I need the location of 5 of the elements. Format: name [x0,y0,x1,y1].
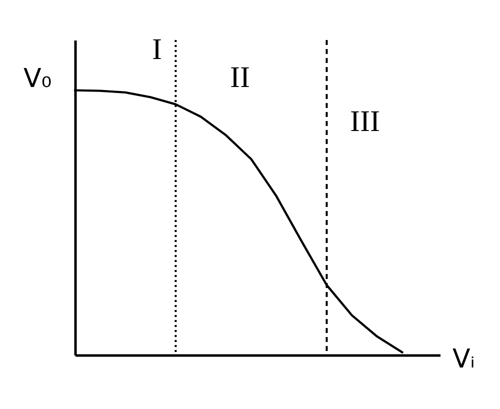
annotation: III [350,105,380,138]
x-axis-title: Vᵢ [452,344,475,374]
text: I [152,33,162,66]
y-axis-title: V₀ [24,64,52,94]
annotation: II [230,61,250,94]
